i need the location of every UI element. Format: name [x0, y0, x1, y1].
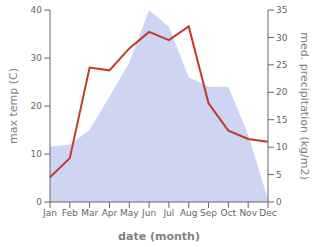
- svg-text:max temp (C): max temp (C): [8, 68, 20, 144]
- svg-text:10: 10: [276, 142, 288, 152]
- svg-text:5: 5: [276, 170, 282, 180]
- svg-text:20: 20: [31, 101, 43, 111]
- svg-text:med. precipitation (kg/m2): med. precipitation (kg/m2): [298, 32, 310, 180]
- svg-text:Sep: Sep: [200, 208, 217, 218]
- svg-text:30: 30: [276, 33, 288, 43]
- svg-text:35: 35: [276, 5, 287, 15]
- svg-text:Oct: Oct: [221, 208, 237, 218]
- svg-text:0: 0: [276, 197, 282, 207]
- svg-text:Jul: Jul: [162, 208, 174, 218]
- svg-text:Mar: Mar: [81, 208, 98, 218]
- svg-text:0: 0: [36, 197, 42, 207]
- svg-text:10: 10: [31, 149, 43, 159]
- svg-text:Jan: Jan: [42, 208, 57, 218]
- svg-text:15: 15: [276, 115, 287, 125]
- svg-text:Dec: Dec: [259, 208, 276, 218]
- svg-text:May: May: [120, 208, 139, 218]
- svg-text:Feb: Feb: [62, 208, 78, 218]
- svg-text:Apr: Apr: [102, 208, 118, 218]
- svg-text:Jun: Jun: [141, 208, 156, 218]
- svg-text:25: 25: [276, 60, 287, 70]
- svg-text:20: 20: [276, 87, 288, 97]
- svg-text:30: 30: [31, 53, 43, 63]
- svg-text:Aug: Aug: [180, 208, 198, 218]
- svg-text:date (month): date (month): [118, 230, 200, 243]
- svg-text:40: 40: [31, 5, 43, 15]
- svg-text:Nov: Nov: [239, 208, 257, 218]
